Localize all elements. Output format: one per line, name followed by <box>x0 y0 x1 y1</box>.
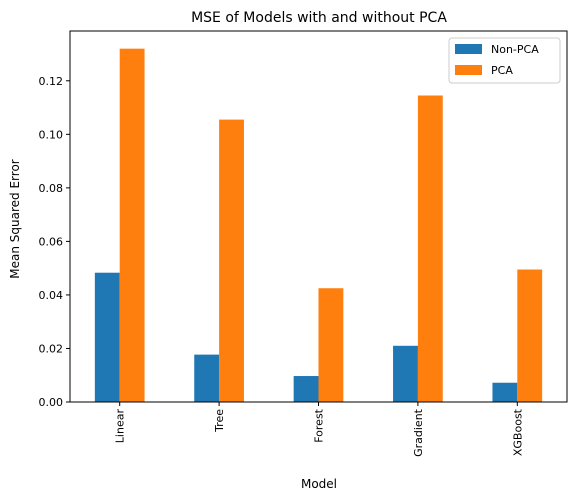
bar-pca-linear <box>119 48 145 403</box>
y-axis-label: Mean Squared Error <box>8 159 22 279</box>
legend-label-pca: PCA <box>491 64 513 77</box>
y-axis: 0.00 0.02 0.04 0.06 0.08 0.10 0.12 <box>39 75 70 409</box>
bar-pca-xgboost <box>517 269 543 402</box>
x-tick-label: Tree <box>213 409 226 433</box>
legend-label-non-pca: Non-PCA <box>491 43 539 56</box>
y-tick-label: 0.04 <box>39 289 64 302</box>
x-tick-label: Forest <box>313 408 326 442</box>
x-tick-label: XGBoost <box>511 408 524 456</box>
legend: Non-PCA PCA <box>448 37 561 84</box>
legend-swatch-pca <box>455 65 482 75</box>
y-tick-label: 0.10 <box>39 128 64 141</box>
bar-non-pca-forest <box>293 376 319 402</box>
bar-pca-tree <box>219 119 244 402</box>
y-tick-label: 0.12 <box>39 75 64 88</box>
x-axis: Linear Tree Forest Gradient XGBoost <box>114 402 524 457</box>
bar-non-pca-gradient <box>393 345 418 402</box>
x-tick-label: Linear <box>114 409 127 444</box>
y-tick-label: 0.06 <box>39 235 64 248</box>
y-tick-label: 0.08 <box>39 182 64 195</box>
y-tick-label: 0.00 <box>39 396 64 409</box>
bar-non-pca-xgboost <box>492 382 518 402</box>
bar-non-pca-tree <box>194 354 220 402</box>
bar-pca-gradient <box>417 95 443 402</box>
chart-title: MSE of Models with and without PCA <box>191 10 447 26</box>
bars-group <box>94 48 543 403</box>
x-axis-label: Model <box>301 477 337 491</box>
bar-non-pca-linear <box>94 272 120 402</box>
y-tick-label: 0.02 <box>39 342 64 355</box>
bar-pca-forest <box>318 288 344 402</box>
plot-frame <box>69 30 568 403</box>
legend-swatch-non-pca <box>455 44 482 54</box>
x-tick-label: Gradient <box>412 408 425 457</box>
